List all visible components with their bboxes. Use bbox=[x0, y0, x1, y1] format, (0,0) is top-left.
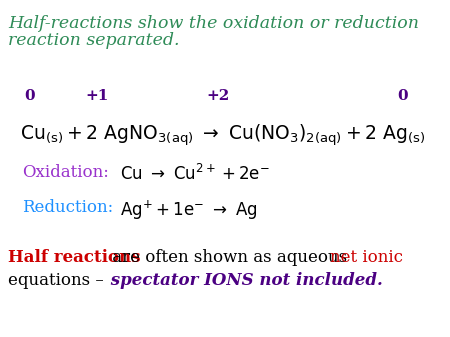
Text: reaction separated.: reaction separated. bbox=[8, 32, 180, 49]
Text: are often shown as aqueous: are often shown as aqueous bbox=[107, 249, 347, 266]
Text: $\mathrm{Cu_{(s)} + 2\ AgNO_{3(aq)}\ \rightarrow\ Cu(NO_3)_{2(aq)} + 2\ Ag_{(s)}: $\mathrm{Cu_{(s)} + 2\ AgNO_{3(aq)}\ \ri… bbox=[20, 122, 425, 148]
Text: +1: +1 bbox=[85, 89, 108, 103]
Text: Half-reactions show the oxidation or reduction: Half-reactions show the oxidation or red… bbox=[8, 15, 419, 32]
Text: 0: 0 bbox=[397, 89, 408, 103]
Text: +2: +2 bbox=[207, 89, 230, 103]
Text: spectator IONS not included.: spectator IONS not included. bbox=[105, 272, 383, 289]
Text: $\mathrm{Ag^{+} + 1e^{-}\ \rightarrow\ Ag}$: $\mathrm{Ag^{+} + 1e^{-}\ \rightarrow\ A… bbox=[120, 199, 257, 222]
Text: Reduction:: Reduction: bbox=[22, 199, 113, 216]
Text: Half reactions: Half reactions bbox=[8, 249, 140, 266]
Text: Oxidation:: Oxidation: bbox=[22, 164, 109, 181]
Text: $\mathrm{Cu\ \rightarrow\ Cu^{2+} + 2e^{-}}$: $\mathrm{Cu\ \rightarrow\ Cu^{2+} + 2e^{… bbox=[120, 164, 270, 184]
Text: equations –: equations – bbox=[8, 272, 104, 289]
Text: net ionic: net ionic bbox=[330, 249, 403, 266]
Text: 0: 0 bbox=[24, 89, 35, 103]
